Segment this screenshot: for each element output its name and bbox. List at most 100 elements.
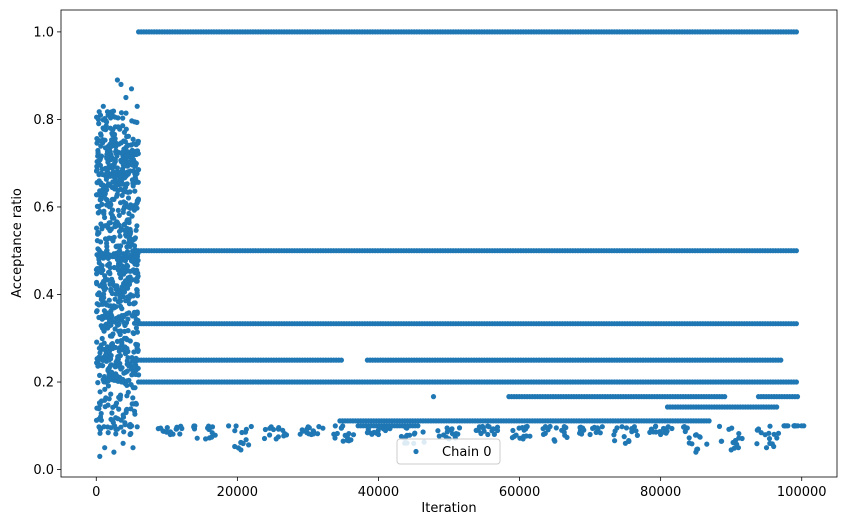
burn-in-point — [125, 195, 132, 201]
low-cluster-point — [261, 435, 268, 442]
burn-in-point — [97, 138, 103, 144]
low-cluster-point — [240, 440, 246, 447]
burn-in-point — [105, 366, 111, 372]
burn-in-point — [135, 167, 142, 173]
low-cluster-point — [456, 425, 463, 431]
low-cluster-point — [689, 441, 695, 447]
burn-in-point — [100, 357, 106, 363]
burn-in-point — [100, 171, 106, 178]
burn-in-point — [131, 401, 137, 407]
burn-in-point — [121, 335, 128, 341]
burn-in-point — [131, 300, 137, 306]
low-cluster-point — [494, 427, 501, 434]
burn-in-point — [107, 281, 113, 287]
low-cluster-point — [178, 423, 184, 429]
burn-in-point — [108, 156, 114, 163]
burn-in-point — [112, 254, 118, 260]
low-cluster-point — [619, 424, 625, 430]
burn-in-point — [105, 378, 111, 384]
level-point — [793, 321, 800, 327]
burn-in-point — [133, 278, 139, 284]
low-cluster-point — [248, 423, 254, 430]
burn-in-point — [114, 373, 120, 379]
burn-in-point — [119, 192, 125, 198]
low-cluster-point — [542, 424, 549, 430]
burn-in-point — [108, 286, 114, 292]
burn-in-point — [94, 180, 100, 186]
burn-in-point — [125, 263, 131, 269]
burn-in-point — [104, 197, 110, 203]
low-cluster-point — [758, 430, 764, 436]
burn-in-point — [111, 132, 117, 138]
burn-in-point — [127, 424, 133, 430]
burn-in-point — [95, 291, 101, 298]
low-cluster-point — [232, 428, 238, 434]
burn-in-point — [128, 86, 135, 92]
y-tick-label: 0.0 — [33, 463, 54, 478]
burn-in-point — [113, 182, 119, 188]
burn-in-point — [134, 223, 140, 229]
burn-in-point — [115, 416, 121, 422]
burn-in-point — [116, 329, 122, 335]
level-point — [415, 423, 421, 429]
burn-in-point — [114, 284, 120, 291]
low-cluster-point — [164, 425, 170, 431]
low-cluster-point — [226, 423, 232, 429]
burn-in-point — [129, 213, 135, 219]
burn-in-point — [118, 110, 125, 116]
low-cluster-point — [340, 438, 346, 444]
y-axis-ticks: 0.0 0.2 0.4 0.6 0.8 1.0 — [33, 25, 61, 478]
burn-in-point — [120, 414, 127, 420]
low-cluster-point — [771, 443, 777, 450]
burn-in-point — [117, 360, 123, 367]
low-cluster-point — [623, 425, 630, 431]
burn-in-point — [122, 175, 128, 181]
burn-in-point — [100, 377, 106, 383]
burn-in-point — [98, 239, 104, 245]
burn-in-point — [125, 133, 132, 139]
low-cluster-point — [490, 426, 496, 432]
data-points — [93, 29, 807, 459]
low-cluster-point — [660, 425, 667, 432]
burn-in-point — [108, 391, 114, 397]
burn-in-point — [101, 287, 107, 293]
burn-in-point — [112, 224, 118, 230]
burn-in-point — [96, 109, 102, 115]
burn-in-point — [120, 115, 126, 121]
low-cluster-point — [561, 429, 567, 435]
low-cluster-point — [686, 435, 692, 441]
burn-in-point — [121, 206, 127, 212]
burn-in-point — [117, 303, 124, 309]
burn-in-point — [97, 402, 103, 408]
burn-in-point — [110, 238, 116, 244]
low-cluster-point — [652, 424, 659, 430]
burn-in-point — [117, 248, 123, 254]
burn-in-point — [127, 431, 133, 438]
level-point — [793, 29, 800, 35]
low-cluster-point — [781, 423, 787, 429]
burn-in-point — [133, 325, 139, 331]
burn-in-point — [132, 411, 138, 417]
low-cluster-point — [473, 427, 479, 433]
burn-in-point — [109, 109, 115, 115]
burn-in-point — [130, 293, 136, 299]
burn-in-point — [133, 177, 139, 183]
legend: Chain 0 — [396, 438, 501, 465]
burn-in-point — [129, 118, 135, 124]
burn-in-point — [126, 236, 132, 242]
burn-in-point — [119, 150, 125, 156]
burn-in-point — [122, 420, 128, 426]
y-tick-label: 0.8 — [33, 113, 54, 128]
burn-in-point — [121, 319, 127, 326]
low-cluster-point — [485, 431, 491, 438]
burn-in-point — [126, 281, 132, 287]
low-cluster-point — [629, 426, 635, 432]
burn-in-point — [99, 226, 105, 232]
low-cluster-point — [775, 430, 782, 436]
burn-in-point — [118, 424, 124, 430]
burn-in-point — [116, 228, 123, 235]
burn-in-point — [113, 304, 119, 310]
burn-in-point — [97, 414, 104, 420]
low-cluster-point — [233, 423, 239, 429]
burn-in-point — [97, 372, 103, 378]
